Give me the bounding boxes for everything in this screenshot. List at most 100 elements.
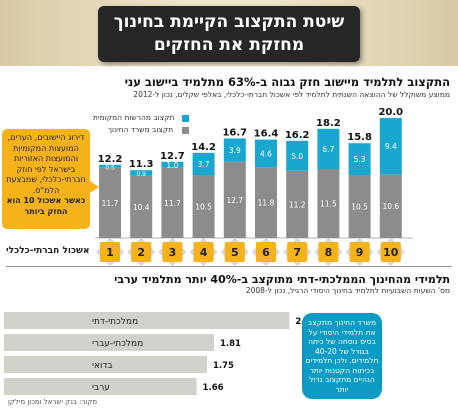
bar-ministry-9	[348, 175, 371, 238]
total-label-9: 15.8	[347, 132, 372, 143]
category-tile-9	[349, 242, 370, 262]
bar-local-4	[192, 152, 215, 175]
value-local-7: 5.0	[291, 152, 303, 161]
value-ministry-4: 10.5	[195, 203, 212, 212]
value-ministry-10: 10.6	[382, 202, 399, 211]
total-label-5: 16.7	[222, 127, 247, 138]
legend-label-ministry: תקצוב משרד החינוך	[108, 125, 174, 134]
value-ministry-5: 12.7	[226, 196, 243, 205]
cluster-explainer-callout: דירוג היישובים, הערים, המועצות המקומיות …	[2, 129, 90, 229]
source-note: מקור: בנק ישראל ומכון מילקן	[8, 398, 98, 406]
category-label-4: 4	[200, 246, 208, 259]
section-divider	[6, 266, 452, 267]
value-local-2: 0.9	[136, 171, 146, 178]
total-label-1: 12.2	[98, 154, 123, 165]
category-label-5: 5	[231, 246, 239, 259]
chart2-subtitle: מס' השעות השבועיות לתלמיד בחינוך היסודי …	[245, 286, 450, 295]
hbar-category-1: ממלכתי-דתי	[92, 317, 138, 327]
page-title: שיטת התקצוב הקיימת בחינוך	[113, 12, 345, 32]
hbar-category-3: בדואי	[92, 361, 113, 371]
bar-local-2	[130, 170, 153, 176]
title-box: שיטת התקצוב הקיימת בחינוך מחזקת את החזקי…	[98, 6, 360, 62]
value-ministry-6: 11.8	[258, 199, 275, 208]
category-tile-6	[256, 242, 276, 262]
category-tile-10	[380, 242, 401, 262]
bar-local-10	[379, 118, 402, 175]
bar-ministry-6	[255, 167, 277, 238]
legend-swatch-ministry	[182, 127, 189, 134]
value-local-8: 6.7	[322, 145, 334, 154]
value-local-9: 5.3	[354, 155, 366, 164]
total-label-8: 18.2	[316, 118, 341, 129]
total-label-2: 11.3	[129, 159, 154, 170]
category-label-7: 7	[293, 246, 301, 259]
legend-swatch-local	[182, 115, 189, 122]
callout-arrow	[90, 181, 99, 193]
value-local-4: 3.7	[198, 160, 210, 169]
page-subtitle: מחזקת את החזקים	[153, 35, 305, 55]
category-label-10: 10	[383, 246, 399, 259]
category-tile-8	[318, 242, 339, 262]
bar-ministry-4	[192, 175, 215, 238]
chart1-subtitle: ממוצע משוקלל של ההוצאה השנתית לתלמיד לפי…	[133, 90, 450, 99]
bar-ministry-10	[379, 174, 402, 238]
category-label-9: 9	[356, 246, 364, 259]
x-axis-label: אשכול חברתי-כלכלי	[6, 246, 90, 256]
hbar-category-2: ממלכתי-עברי	[92, 339, 143, 349]
bar-ministry-8	[317, 169, 340, 238]
legend-label-local: תקצוב מהרשות המקומית	[93, 113, 175, 122]
category-label-8: 8	[325, 246, 333, 259]
education-budget-callout: משרד החינוך מתקצב את תלמידי היסודי על בס…	[302, 313, 382, 399]
category-tile-7	[287, 242, 308, 262]
cluster-explainer-text: דירוג היישובים, הערים, המועצות המקומיות …	[6, 133, 86, 195]
bar-local-3	[161, 161, 184, 168]
hbar-3	[4, 356, 207, 373]
bar-ministry-5	[223, 161, 246, 238]
value-local-1: 0.5	[105, 164, 115, 171]
category-label-3: 3	[169, 246, 177, 259]
value-ministry-3: 11.7	[164, 199, 181, 208]
total-label-7: 16.2	[285, 130, 310, 141]
hbar-4	[4, 378, 197, 395]
hbar-2	[4, 334, 214, 351]
category-label-1: 1	[106, 246, 114, 259]
hbar-value-2: 1.81	[220, 339, 241, 349]
category-tile-4	[193, 242, 214, 262]
category-tile-2	[131, 242, 152, 262]
bar-ministry-7	[286, 170, 309, 238]
total-label-6: 16.4	[254, 129, 279, 140]
hbar-value-4: 1.66	[203, 383, 224, 393]
category-tile-3	[162, 242, 183, 262]
bar-ministry-1	[99, 167, 121, 238]
total-label-10: 20.0	[378, 107, 403, 118]
total-label-3: 12.7	[160, 151, 185, 162]
category-tile-1	[100, 242, 120, 262]
chart2-title: תלמידי מהחינוך הממלכתי-דתי מתוקצב ב-40% …	[114, 273, 450, 286]
value-ministry-7: 11.2	[289, 200, 306, 209]
education-budget-text: משרד החינוך מתקצב את תלמידי היסודי על בס…	[305, 318, 379, 394]
value-ministry-9: 10.5	[351, 203, 368, 212]
value-ministry-2: 10.4	[133, 203, 150, 212]
category-label-2: 2	[137, 246, 145, 259]
hbar-1	[4, 312, 290, 329]
chart1-title: התקצוב לתלמיד מיישוב חזק גבוה ב-63% מתלמ…	[124, 75, 450, 89]
total-label-4: 14.2	[191, 142, 216, 153]
value-local-10: 9.4	[385, 142, 397, 151]
bar-ministry-2	[130, 175, 153, 238]
category-label-6: 6	[262, 246, 270, 259]
hbar-value-3: 1.75	[213, 361, 234, 371]
bar-local-6	[255, 139, 277, 168]
bar-local-7	[286, 140, 309, 171]
value-local-3: 1.0	[166, 161, 178, 170]
value-local-6: 4.6	[260, 149, 272, 158]
bar-local-5	[223, 138, 246, 162]
horizontal-bar-chart: ממלכתי-דתי2.46ממלכתי-עברי1.81בדואי1.75ער…	[4, 312, 316, 395]
stacked-bar-chart: 11.70.512.2110.40.911.3211.71.012.7310.5…	[95, 107, 413, 266]
bar-local-1	[99, 164, 121, 168]
bar-local-9	[348, 143, 371, 175]
category-tile-5	[224, 242, 245, 262]
cluster-explainer-bold: כאשר אשכול 10 הוא החזק ביותר	[6, 196, 86, 216]
hbar-category-4: ערבי	[92, 383, 110, 393]
value-ministry-1: 11.7	[102, 199, 119, 208]
bar-local-8	[317, 128, 340, 169]
